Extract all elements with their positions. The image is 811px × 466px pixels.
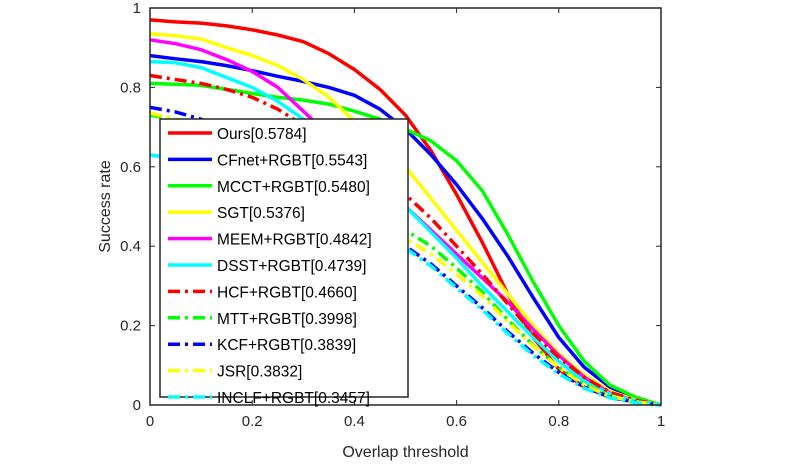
legend-label-2: CFnet+RGBT[0.5543] (217, 152, 367, 169)
x-tick-label: 0.8 (548, 413, 569, 430)
x-axis-title: Overlap threshold (342, 444, 468, 461)
legend-label-3: MCCT+RGBT[0.5480] (217, 179, 370, 196)
y-tick-label: 0 (133, 397, 141, 414)
y-tick-label: 1 (133, 0, 141, 17)
legend-label-5: MEEM+RGBT[0.4842] (217, 232, 372, 249)
legend-label-7: HCF+RGBT[0.4660] (217, 284, 357, 301)
legend-label-6: DSST+RGBT[0.4739] (217, 258, 366, 275)
y-tick-label: 0.8 (120, 79, 141, 96)
legend-label-1: Ours[0.5784] (217, 126, 307, 143)
legend-box (159, 118, 409, 398)
legend-label-10: JSR[0.3832] (217, 364, 302, 381)
series-line-11 (149, 153, 662, 407)
y-tick-label: 0.4 (120, 238, 141, 255)
legend-label-11: INCLF+RGBT[0.3457] (217, 390, 370, 407)
y-tick-label: 0.2 (120, 318, 141, 335)
y-axis-title: Success rate (97, 160, 114, 253)
y-tick-label: 0.6 (120, 159, 141, 176)
x-tick-label: 0.2 (242, 413, 263, 430)
axes-layer: 0 0.2 0.4 0.6 0.8 1 0 0.2 0.4 0.6 0.8 1 (120, 0, 665, 430)
series-line-7 (149, 73, 662, 407)
series-line-10 (149, 111, 662, 407)
x-tick-label: 0.6 (446, 413, 467, 430)
axes-box (149, 7, 662, 406)
legend-label-9: KCF+RGBT[0.3839] (217, 337, 356, 354)
x-tick-label: 1 (657, 413, 665, 430)
legend: Ours[0.5784] CFnet+RGBT[0.5543] MCCT+RGBT[… (159, 118, 409, 407)
x-tick-label: 0.4 (344, 413, 365, 430)
x-tick-label: 0 (146, 413, 154, 430)
legend-label-8: MTT+RGBT[0.3998] (217, 311, 357, 328)
legend-label-4: SGT[0.5376] (217, 205, 305, 222)
